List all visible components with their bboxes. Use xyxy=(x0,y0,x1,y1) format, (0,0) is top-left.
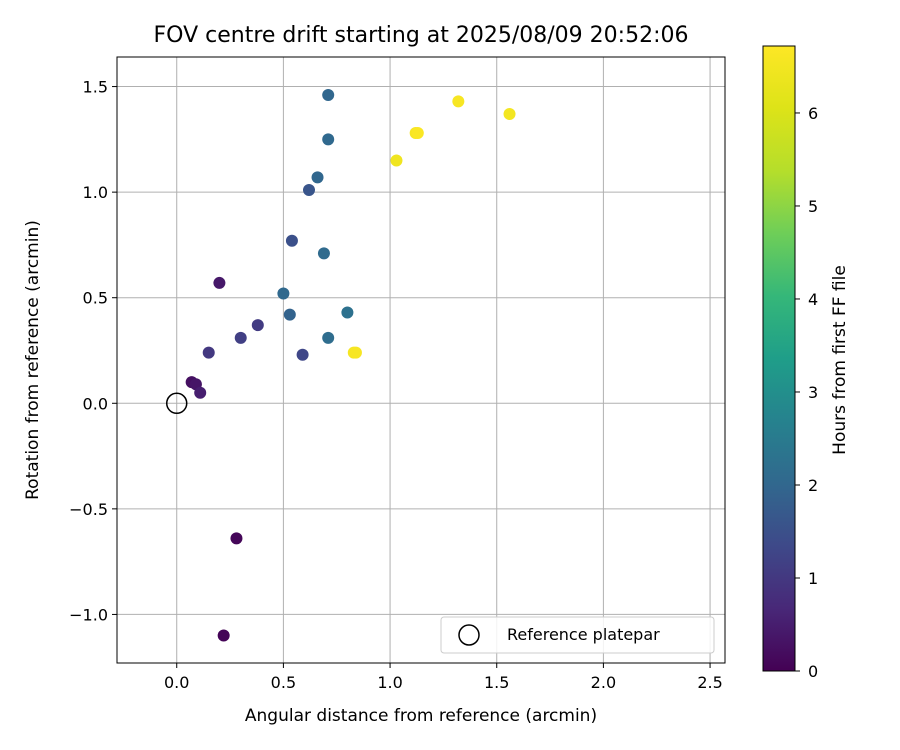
data-point xyxy=(251,319,264,332)
plot-frame xyxy=(116,56,726,664)
chart-title: FOV centre drift starting at 2025/08/09 … xyxy=(154,23,689,48)
data-point xyxy=(341,306,354,319)
colorbar-tick-label: 0 xyxy=(808,662,818,681)
x-tick-label: 2.5 xyxy=(697,673,722,692)
x-tick-label: 1.0 xyxy=(377,673,402,692)
data-point xyxy=(202,346,215,359)
data-point xyxy=(322,133,335,146)
y-tick-label: −0.5 xyxy=(69,500,108,519)
y-tick-label: 1.5 xyxy=(83,78,108,97)
data-point xyxy=(285,234,298,247)
data-point xyxy=(277,287,290,300)
legend-marker xyxy=(458,624,480,646)
grid xyxy=(117,57,725,663)
data-point xyxy=(452,95,465,108)
y-tick-label: 1.0 xyxy=(83,183,108,202)
colorbar-tick-label: 1 xyxy=(808,569,818,588)
legend: Reference platepar xyxy=(440,616,715,654)
x-tick-label: 0.5 xyxy=(271,673,296,692)
data-point xyxy=(194,386,207,399)
x-tick-label: 2.0 xyxy=(591,673,616,692)
colorbar-tick-label: 5 xyxy=(808,197,818,216)
data-point xyxy=(296,348,309,361)
y-tick-label: −1.0 xyxy=(69,605,108,624)
colorbar-tick-label: 6 xyxy=(808,104,818,123)
data-point xyxy=(303,184,315,197)
data-point xyxy=(503,108,516,121)
y-tick-label: 0.5 xyxy=(83,289,108,308)
y-tick-label: 0.0 xyxy=(83,394,108,413)
data-point xyxy=(317,247,330,260)
x-tick-label: 0.0 xyxy=(164,673,189,692)
colorbar-label: Hours from first FF file xyxy=(830,265,850,455)
data-point xyxy=(349,346,362,359)
x-axis-label: Angular distance from reference (arcmin) xyxy=(245,706,597,726)
reference-marker xyxy=(165,392,188,415)
colorbar-ticks: 0 1 2 3 4 5 6 xyxy=(795,104,818,681)
legend-box xyxy=(440,616,715,654)
y-ticks: −1.0 −0.5 0.0 0.5 1.0 1.5 xyxy=(69,78,117,624)
data-point xyxy=(390,154,403,167)
data-point xyxy=(322,89,335,102)
x-ticks: 0.0 0.5 1.0 1.5 2.0 2.5 xyxy=(164,663,723,692)
legend-entry-label: Reference platepar xyxy=(507,625,660,644)
data-point xyxy=(311,171,324,184)
data-point xyxy=(234,331,247,344)
colorbar-gradient xyxy=(762,45,796,672)
colorbar-tick-label: 2 xyxy=(808,476,818,495)
data-point xyxy=(322,331,335,344)
data-point xyxy=(411,127,424,140)
colorbar-tick-label: 4 xyxy=(808,290,818,309)
data-point xyxy=(217,629,230,642)
colorbar-tick-label: 3 xyxy=(808,383,818,402)
data-point xyxy=(213,276,226,289)
x-tick-label: 1.5 xyxy=(484,673,509,692)
data-point xyxy=(230,532,243,545)
y-axis-label: Rotation from reference (arcmin) xyxy=(23,220,43,500)
data-point xyxy=(283,308,296,321)
colorbar: 0 1 2 3 4 5 6 Hours from first FF file xyxy=(762,45,850,681)
scatter-points xyxy=(185,89,516,642)
